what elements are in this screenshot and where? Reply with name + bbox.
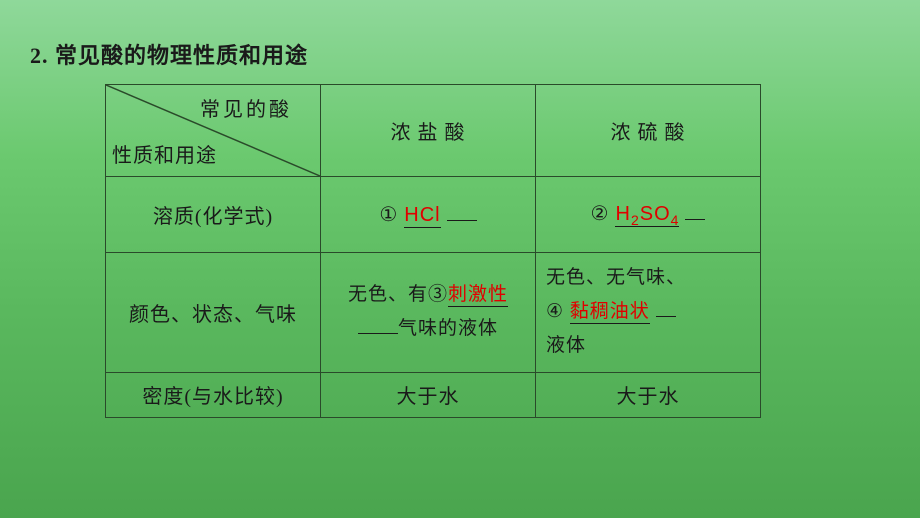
row-label-density: 密度(与水比较) [106, 372, 321, 417]
diagonal-top-label: 常见的酸 [200, 93, 292, 122]
row-label-appearance: 颜色、状态、气味 [106, 253, 321, 373]
properties-table: 常见的酸 性质和用途 浓 盐 酸 浓 硫 酸 溶质(化学式) ① HCl ② H… [105, 84, 761, 418]
diagonal-header-cell: 常见的酸 性质和用途 [106, 85, 321, 177]
col-header-hcl: 浓 盐 酸 [321, 85, 536, 177]
table-container: 常见的酸 性质和用途 浓 盐 酸 浓 硫 酸 溶质(化学式) ① HCl ② H… [105, 84, 761, 418]
cell-density-hcl: 大于水 [321, 372, 536, 417]
text-liquid: 液体 [546, 335, 586, 356]
cell-formula-hcl: ① HCl [321, 177, 536, 253]
cell-density-h2so4: 大于水 [536, 372, 761, 417]
cell-formula-h2so4: ② H2SO4 [536, 177, 761, 253]
number-2: ② [591, 201, 610, 226]
answer-hcl: HCl [404, 204, 440, 228]
answer-irritating: 刺激性 [448, 284, 508, 307]
text-odor-liquid: 气味的液体 [398, 318, 498, 339]
cell-appearance-h2so4: 无色、无气味、 ④ 黏稠油状 液体 [536, 253, 761, 373]
answer-h2so4: H2SO4 [615, 203, 679, 227]
number-1: ① [379, 202, 398, 227]
text-colorless-odorless: 无色、无气味、 [546, 267, 686, 288]
page-title: 2. 常见酸的物理性质和用途 [30, 38, 308, 70]
number-4: ④ [546, 295, 564, 329]
row-label-formula: 溶质(化学式) [106, 177, 321, 253]
text-colorless-has: 无色、有③ [348, 284, 448, 305]
col-header-h2so4: 浓 硫 酸 [536, 85, 761, 177]
answer-viscous-oily: 黏稠油状 [570, 301, 650, 324]
cell-appearance-hcl: 无色、有③刺激性 气味的液体 [321, 253, 536, 373]
diagonal-bottom-label: 性质和用途 [112, 139, 217, 168]
